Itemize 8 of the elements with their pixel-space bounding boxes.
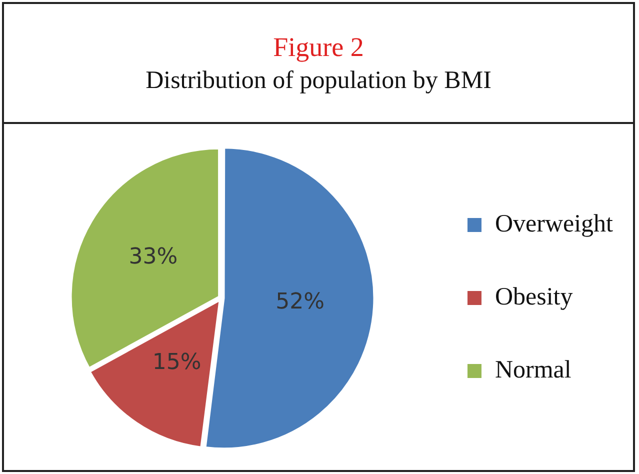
data-label: 15% [152, 350, 202, 376]
legend-label: Normal [494, 356, 572, 384]
chart-title: Figure 2 [272, 31, 365, 63]
legend-label: Overweight [494, 210, 614, 238]
legend-label: Obesity [494, 284, 574, 311]
data-label: 33% [128, 244, 178, 270]
data-label: 52% [276, 290, 325, 315]
chart-subtitle: Distribution of population by BMI [144, 67, 492, 95]
